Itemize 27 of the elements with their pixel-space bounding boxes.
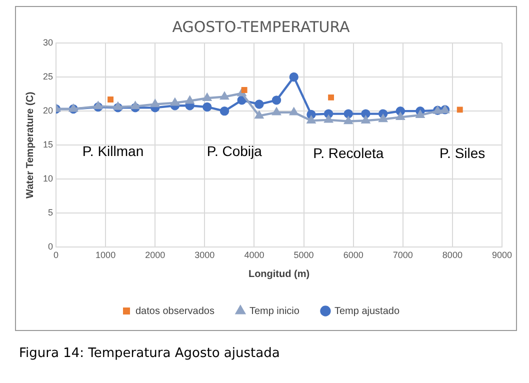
x-tick-label: 7000	[392, 250, 413, 260]
x-tick-label: 4000	[244, 250, 264, 260]
annotation: P. Killman	[82, 142, 144, 159]
legend-label: Temp inicio	[249, 306, 300, 317]
y-axis-title: Water Temperature (C)	[24, 92, 36, 198]
legend-label: Temp ajustado	[334, 306, 400, 317]
chart-title: AGOSTO-TEMPERATURA	[172, 18, 351, 36]
x-tick-label: 2000	[145, 250, 166, 260]
y-tick-label: 0	[48, 242, 54, 252]
legend-label: datos observados	[136, 306, 214, 317]
y-tick-label: 15	[42, 140, 54, 150]
x-tick-label: 3000	[194, 250, 215, 260]
x-tick-label: 9000	[492, 250, 512, 260]
x-tick-label: 5000	[294, 250, 314, 260]
x-axis-title: Longitud (m)	[248, 268, 310, 280]
y-tick-label: 10	[42, 174, 54, 184]
y-tick-label: 20	[42, 106, 54, 116]
y-tick-label: 5	[48, 208, 54, 218]
annotation: P. Siles	[440, 144, 486, 161]
y-tick-label: 25	[42, 72, 54, 82]
text: Figura 14: Temperatura Agosto ajustada	[19, 346, 280, 361]
annotation: P. Cobija	[206, 142, 262, 159]
x-tick-label: 6000	[343, 250, 364, 260]
x-tick-label: 8000	[442, 250, 462, 260]
annotation: P. Recoleta	[313, 144, 384, 161]
y-tick-label: 30	[42, 37, 54, 48]
x-tick-label: 1000	[96, 250, 116, 260]
